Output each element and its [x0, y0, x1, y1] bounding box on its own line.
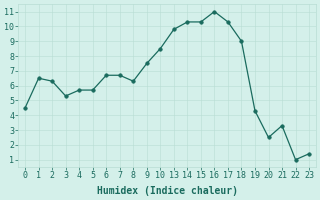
- X-axis label: Humidex (Indice chaleur): Humidex (Indice chaleur): [97, 186, 237, 196]
